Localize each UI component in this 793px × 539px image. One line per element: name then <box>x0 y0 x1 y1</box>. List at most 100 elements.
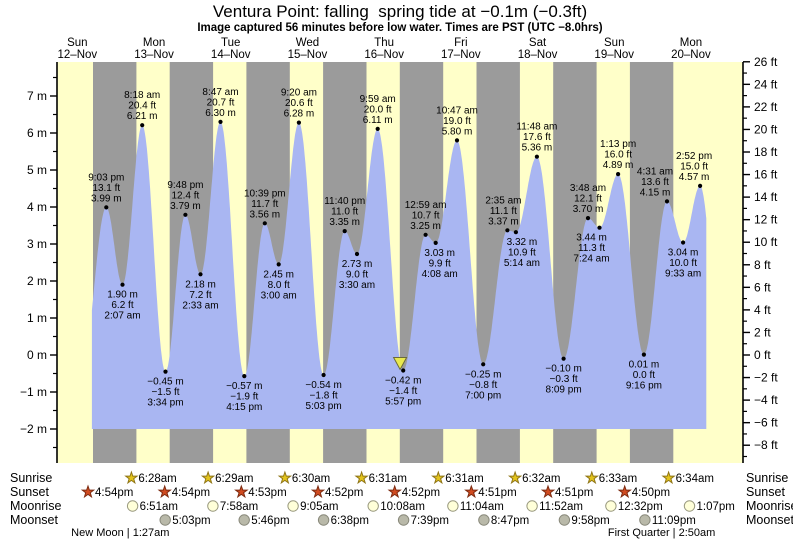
astro-row-label-right: Moonrise <box>746 499 793 513</box>
sunrise-icon <box>200 470 216 485</box>
tide-annotation-line: 2:35 am <box>485 195 521 206</box>
tide-annotation-line: 2.45 m <box>263 269 294 280</box>
day-header-date: 16–Nov <box>364 49 404 61</box>
moonrise-icon <box>447 500 459 512</box>
moonset-time: 11:09pm <box>652 515 696 527</box>
moonrise-icon <box>605 500 617 512</box>
tide-extreme-dot <box>183 212 188 217</box>
moonset-icon <box>639 514 651 526</box>
astro-row-label-right: Sunrise <box>746 471 788 485</box>
tide-extreme-dot <box>120 282 125 287</box>
day-header-name: Mon <box>680 37 702 49</box>
tide-annotation-line: 3.32 m <box>507 237 538 248</box>
left-axis-tick-label: 3 m <box>27 237 47 251</box>
tide-annotation-line: 11.7 ft <box>251 199 278 210</box>
right-axis-tick-label: 6 ft <box>754 280 771 294</box>
tide-extreme-dot <box>505 228 510 233</box>
tide-extreme-dot <box>534 154 540 159</box>
tide-annotation-line: 2:07 am <box>104 311 140 322</box>
tide-annotation-line: 6.21 m <box>127 111 158 122</box>
moonset-icon <box>558 514 571 526</box>
left-axis-tick-label: 4 m <box>27 200 47 214</box>
moonrise-time: 12:32pm <box>618 501 663 513</box>
tide-annotation-line: 10:39 pm <box>244 188 286 199</box>
tide-annotation-line: 5:57 pm <box>385 397 421 408</box>
tide-annotation-line: −0.8 ft <box>469 380 497 391</box>
day-header-date: 15–Nov <box>288 49 328 61</box>
moonset-time: 6:38pm <box>331 515 369 527</box>
tide-annotation-line: −0.10 m <box>545 364 581 375</box>
moonrise-icon <box>287 500 299 512</box>
sunrise-time: 6:34am <box>676 473 714 485</box>
tide-annotation-line: 2.18 m <box>185 279 216 290</box>
moonrise-time: 6:51am <box>140 501 178 513</box>
tide-annotation-line: 3:30 am <box>339 280 375 291</box>
tide-extreme-dot <box>321 372 326 378</box>
sunset-icon <box>234 484 249 499</box>
moonrise-icon <box>207 500 219 512</box>
tide-annotation-line: 3.99 m <box>91 193 122 204</box>
day-header-name: Mon <box>143 37 165 49</box>
day-header-name: Tue <box>221 37 240 49</box>
tide-annotation-line: 3:48 am <box>570 183 606 194</box>
page-subtitle: Image captured 56 minutes before low wat… <box>197 22 602 34</box>
tide-extreme-dot <box>423 232 428 237</box>
tide-extreme-dot <box>342 229 347 234</box>
sunset-icon <box>80 484 96 499</box>
tide-extreme-dot <box>242 374 247 379</box>
sunrise-time: 6:29am <box>215 473 253 485</box>
tide-annotation-line: 11.0 ft <box>331 207 358 218</box>
tide-annotation-line: 10.9 ft <box>508 248 536 259</box>
left-axis-tick-label: 1 m <box>27 311 47 325</box>
tide-annotation-line: 20.4 ft <box>128 101 156 112</box>
tide-annotation-line: 0.0 ft <box>633 370 655 381</box>
tide-annotation-line: −1.9 ft <box>230 392 258 403</box>
tide-extreme-dot <box>276 262 281 267</box>
left-axis-tick-label: 2 m <box>27 274 47 288</box>
day-header-name: Wed <box>296 37 319 49</box>
tide-annotation-line: 12.1 ft <box>574 194 602 205</box>
moonset-time: 5:03pm <box>172 515 210 527</box>
right-axis-tick-label: 20 ft <box>754 122 778 136</box>
tide-annotation-line: 13.1 ft <box>92 183 120 194</box>
tide-annotation-line: 10.7 ft <box>412 210 440 221</box>
sunrise-time: 6:31am <box>369 473 407 485</box>
sunrise-icon <box>507 470 523 485</box>
tide-extreme-dot <box>585 216 591 221</box>
sunset-time: 4:50pm <box>632 487 670 499</box>
tide-annotation-line: −0.54 m <box>305 380 341 391</box>
sunrise-icon <box>431 470 446 485</box>
tide-annotation-line: 20.6 ft <box>285 98 313 109</box>
tide-annotation-line: 11.3 ft <box>578 243 605 254</box>
tide-annotation-line: 10:47 am <box>436 105 478 116</box>
sunset-time: 4:51pm <box>478 487 516 499</box>
astro-row-label-right: Moonset <box>746 513 793 527</box>
tide-annotation-line: −1.4 ft <box>389 386 417 397</box>
tide-annotation-line: 8:09 pm <box>546 385 582 396</box>
day-header-date: 17–Nov <box>441 49 481 61</box>
tide-annotation-line: 4.15 m <box>640 187 671 198</box>
sunset-icon <box>540 484 556 499</box>
tide-annotation-line: 11:40 pm <box>324 196 365 207</box>
tide-annotation-line: 8.0 ft <box>268 280 290 291</box>
moon-phase-note: First Quarter | 2:50am <box>608 527 715 539</box>
right-axis-tick-label: 16 ft <box>754 168 778 182</box>
tide-annotation-line: 2.73 m <box>342 259 373 270</box>
sunrise-time: 6:31am <box>445 473 483 485</box>
moonrise-icon <box>526 500 538 512</box>
right-axis-tick-label: 12 ft <box>754 213 778 227</box>
left-axis-tick-label: −2 m <box>20 422 47 436</box>
right-axis-tick-label: −2 ft <box>754 371 778 385</box>
tide-extreme-dot <box>104 205 109 210</box>
astro-section: Sunrise Sunrise 6:28am 6:29am 6:30am 6:31am 6:… <box>10 470 793 539</box>
left-axis-tick-label: 0 m <box>27 348 47 362</box>
sunset-time: 4:51pm <box>555 487 593 499</box>
tide-annotation-line: 9:48 pm <box>167 180 203 191</box>
tide-annotation-line: 3.79 m <box>170 201 201 212</box>
tide-annotation-line: 3.70 m <box>573 204 604 215</box>
sunset-time: 4:52pm <box>402 487 440 499</box>
tide-annotation-line: 3.56 m <box>250 209 281 220</box>
left-axis-tick-label: 6 m <box>27 126 47 140</box>
moonset-icon <box>397 514 410 526</box>
sunrise-time: 6:30am <box>292 473 330 485</box>
